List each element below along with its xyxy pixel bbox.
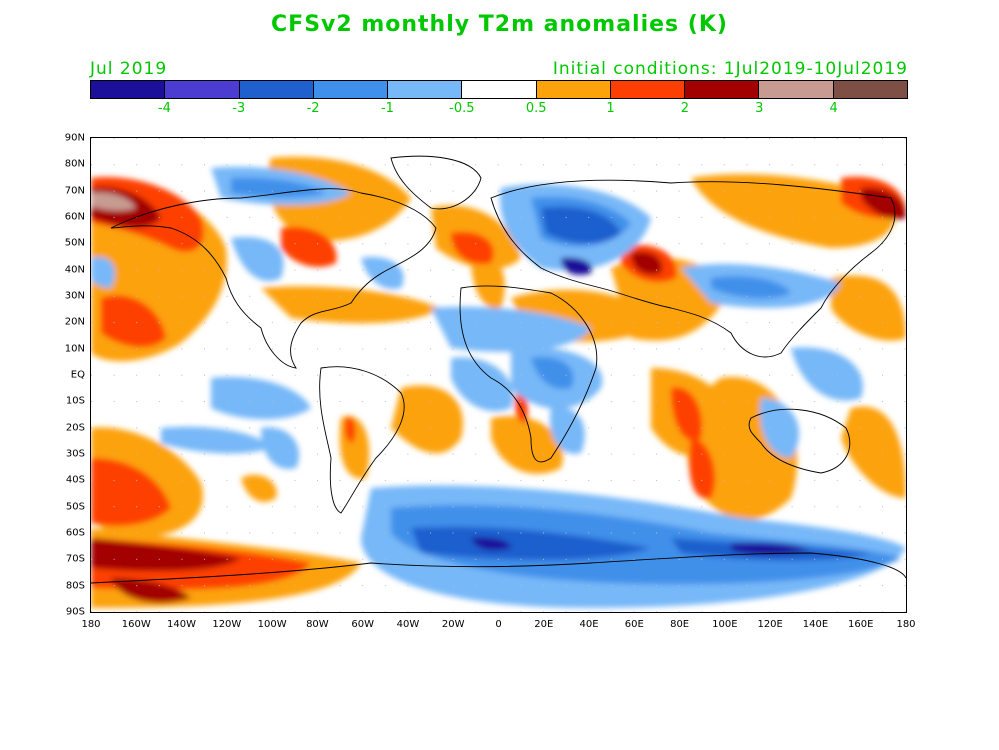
colorbar bbox=[90, 80, 908, 99]
latitude-label: 40S bbox=[65, 474, 85, 486]
map-canvas bbox=[91, 138, 906, 612]
longitude-label: 160E bbox=[848, 619, 874, 630]
longitude-label: 80E bbox=[670, 619, 690, 630]
longitude-label: 180 bbox=[896, 619, 916, 630]
latitude-label: 10S bbox=[65, 395, 85, 407]
longitude-label: 40E bbox=[579, 619, 599, 630]
longitude-label: 20W bbox=[441, 619, 465, 630]
coastlines bbox=[91, 155, 906, 584]
colorbar-tick-label: -1 bbox=[380, 101, 394, 116]
latitude-label: 50N bbox=[64, 237, 85, 249]
longitude-label: 60E bbox=[624, 619, 644, 630]
longitude-label: 140E bbox=[802, 619, 829, 630]
longitude-label: 60W bbox=[351, 619, 374, 630]
longitude-label: 120E bbox=[757, 619, 783, 630]
latitude-label: 30N bbox=[64, 290, 85, 302]
latitude-label: 90N bbox=[64, 132, 85, 144]
colorbar-swatch bbox=[239, 81, 314, 98]
colorbar-swatch bbox=[313, 81, 389, 98]
colorbar-swatch bbox=[833, 81, 907, 98]
colorbar-tick-label: -4 bbox=[157, 101, 171, 116]
colorbar-tick-label: 4 bbox=[829, 101, 838, 116]
anomaly-map bbox=[90, 137, 907, 613]
colorbar-swatch bbox=[610, 81, 686, 98]
longitude-label: 40W bbox=[396, 619, 420, 630]
latitude-label: 20S bbox=[65, 422, 85, 434]
longitude-label: 100W bbox=[257, 619, 287, 630]
longitude-label: 0 bbox=[495, 619, 502, 630]
latitude-label: 40N bbox=[64, 264, 85, 276]
colorbar-tick-label: 3 bbox=[755, 101, 764, 116]
longitude-label: 160W bbox=[121, 619, 151, 630]
chart-title: CFSv2 monthly T2m anomalies (K) bbox=[271, 12, 728, 37]
longitude-label: 140W bbox=[167, 619, 197, 630]
latitude-label: 70S bbox=[65, 553, 85, 565]
longitude-label: 100E bbox=[712, 619, 738, 630]
colorbar-swatch bbox=[388, 81, 463, 98]
longitude-label: 80W bbox=[306, 619, 329, 630]
colorbar-tick-label: 1 bbox=[606, 101, 615, 116]
longitude-label: 120W bbox=[212, 619, 242, 630]
grid-dots bbox=[91, 138, 906, 612]
colorbar-tick-label: -0.5 bbox=[449, 101, 475, 116]
longitude-label: 180 bbox=[81, 619, 101, 630]
latitude-label: 60S bbox=[65, 527, 85, 539]
latitude-label: 70N bbox=[64, 185, 85, 197]
forecast-month: Jul 2019 bbox=[90, 59, 168, 79]
latitude-label: 90S bbox=[65, 606, 85, 618]
colorbar-swatch bbox=[462, 81, 537, 98]
latitude-label: 20N bbox=[64, 316, 85, 328]
latitude-label: 50S bbox=[65, 501, 85, 513]
latitude-label: EQ bbox=[70, 369, 85, 381]
colorbar-swatch bbox=[759, 81, 834, 98]
colorbar-swatch bbox=[536, 81, 611, 98]
latitude-label: 80N bbox=[64, 158, 85, 170]
colorbar-swatch bbox=[165, 81, 240, 98]
colorbar-tick-label: -3 bbox=[232, 101, 246, 116]
colorbar-tick-label: -2 bbox=[306, 101, 320, 116]
colorbar-tick-label: 2 bbox=[680, 101, 690, 116]
colorbar-swatch bbox=[91, 81, 166, 98]
latitude-label: 80S bbox=[65, 580, 85, 592]
latitude-label: 60N bbox=[64, 211, 85, 223]
initial-conditions: Initial conditions: 1Jul2019-10Jul2019 bbox=[552, 59, 908, 79]
colorbar-tick-label: 0.5 bbox=[525, 101, 547, 116]
colorbar-swatch bbox=[685, 81, 760, 98]
longitude-label: 20E bbox=[534, 619, 554, 630]
latitude-label: 10N bbox=[64, 343, 85, 355]
latitude-label: 30S bbox=[65, 448, 85, 460]
